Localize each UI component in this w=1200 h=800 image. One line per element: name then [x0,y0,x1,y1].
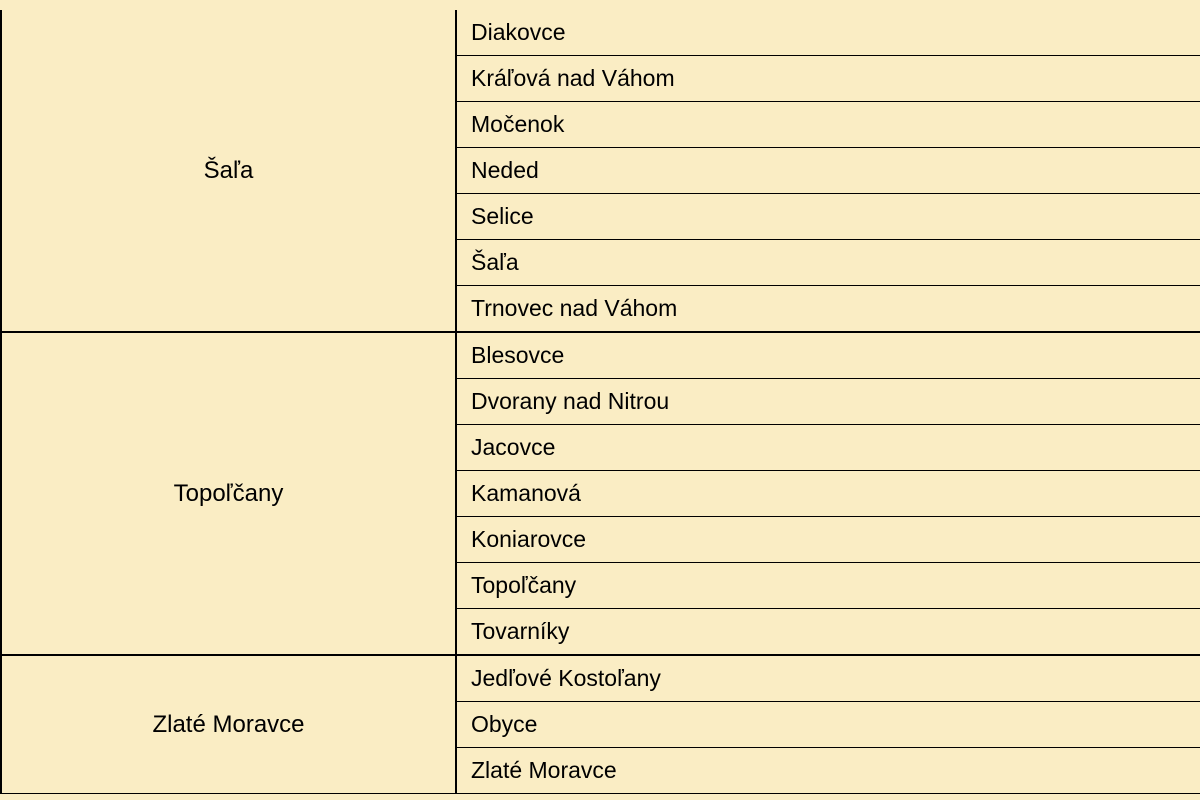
item-cell: Neded [456,148,1200,194]
item-label: Tovarníky [471,618,569,644]
item-cell: Jacovce [456,425,1200,471]
table-row: Zlaté Moravce Jedľové Kostoľany [1,655,1200,702]
item-cell: Kamanová [456,471,1200,517]
districts-table: Šaľa Diakovce Kráľová nad Váhom Močenok … [0,10,1200,794]
item-cell: Šaľa [456,240,1200,286]
group-label: Topoľčany [174,480,284,507]
item-label: Koniarovce [471,526,586,552]
item-cell: Koniarovce [456,517,1200,563]
item-label: Blesovce [471,342,564,368]
item-cell: Diakovce [456,10,1200,56]
table-row: Topoľčany Blesovce [1,332,1200,379]
group-cell: Šaľa [1,10,456,332]
item-label: Neded [471,157,539,183]
item-label: Diakovce [471,19,566,45]
item-cell: Obyce [456,702,1200,748]
table-row: Šaľa Diakovce [1,10,1200,56]
group-label: Zlaté Moravce [152,711,304,738]
table-body: Šaľa Diakovce Kráľová nad Váhom Močenok … [1,10,1200,794]
item-label: Selice [471,203,534,229]
item-label: Šaľa [471,249,519,275]
item-cell: Selice [456,194,1200,240]
item-cell: Dvorany nad Nitrou [456,379,1200,425]
item-label: Topoľčany [471,572,576,598]
item-cell: Topoľčany [456,563,1200,609]
item-label: Kamanová [471,480,581,506]
group-label: Šaľa [204,157,254,184]
item-cell: Jedľové Kostoľany [456,655,1200,702]
item-label: Trnovec nad Váhom [471,295,677,321]
item-label: Kráľová nad Váhom [471,65,675,91]
item-cell: Tovarníky [456,609,1200,656]
item-label: Obyce [471,711,537,737]
item-cell: Blesovce [456,332,1200,379]
item-label: Dvorany nad Nitrou [471,388,669,414]
item-cell: Močenok [456,102,1200,148]
group-cell: Zlaté Moravce [1,655,456,794]
item-label: Jacovce [471,434,555,460]
group-cell: Topoľčany [1,332,456,655]
item-cell: Kráľová nad Váhom [456,56,1200,102]
item-label: Zlaté Moravce [471,757,617,783]
item-label: Jedľové Kostoľany [471,665,661,691]
item-cell: Zlaté Moravce [456,748,1200,794]
districts-table-container: Šaľa Diakovce Kráľová nad Váhom Močenok … [0,0,1200,800]
item-label: Močenok [471,111,564,137]
item-cell: Trnovec nad Váhom [456,286,1200,333]
